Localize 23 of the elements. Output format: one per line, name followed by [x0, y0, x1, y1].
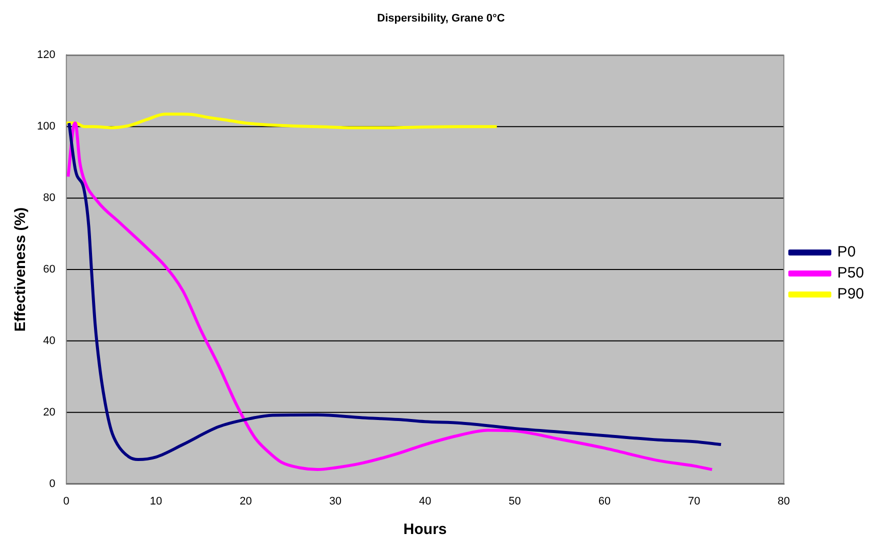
- y-tick-label: 20: [43, 406, 56, 418]
- y-tick-label: 120: [36, 49, 56, 62]
- y-tick-label: 100: [36, 120, 56, 133]
- y-axis-title: Effectiveness (%): [12, 207, 30, 332]
- y-tick-label: 40: [43, 334, 56, 347]
- x-tick-label: 70: [688, 495, 700, 508]
- x-tick-label: 30: [329, 495, 342, 508]
- legend-label: P90: [837, 286, 864, 303]
- legend-label: P0: [837, 244, 856, 261]
- x-tick-label: 0: [63, 495, 70, 508]
- y-tick-label: 60: [43, 264, 56, 276]
- x-tick-label: 20: [240, 495, 252, 508]
- chart-title: Dispersibility, Grane 0°C: [377, 12, 505, 25]
- y-tick-label: 80: [43, 192, 56, 204]
- x-axis-title: Hours: [403, 521, 447, 538]
- x-tick-label: 60: [598, 495, 611, 508]
- line-series: [66, 112, 498, 130]
- x-tick-label: 80: [778, 495, 790, 508]
- x-tick-label: 50: [508, 495, 521, 508]
- legend-label: P50: [837, 264, 864, 282]
- x-tick-label: 10: [150, 495, 162, 508]
- x-tick-label: 40: [418, 495, 432, 508]
- y-tick-label: 0: [49, 478, 56, 490]
